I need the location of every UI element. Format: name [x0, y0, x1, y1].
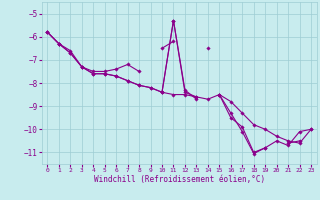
X-axis label: Windchill (Refroidissement éolien,°C): Windchill (Refroidissement éolien,°C) — [94, 175, 265, 184]
